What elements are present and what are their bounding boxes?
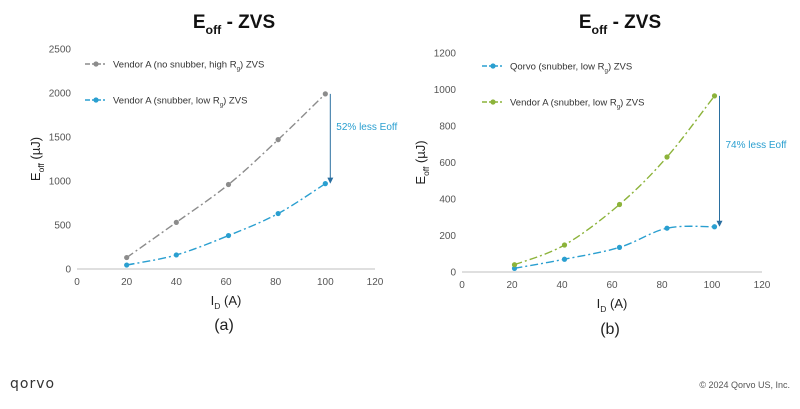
data-point xyxy=(561,242,568,248)
series-line xyxy=(514,225,715,270)
series-line xyxy=(126,93,326,259)
qorvo-logo: qorvo xyxy=(10,376,56,392)
data-point xyxy=(275,137,281,143)
data-point xyxy=(275,210,281,217)
x-tick-label: 100 xyxy=(317,277,334,288)
y-axis-label: Eoff (µJ) xyxy=(413,140,431,184)
panel-label: (b) xyxy=(600,321,620,338)
x-tick-label: 120 xyxy=(754,280,771,291)
x-tick-label: 0 xyxy=(74,277,80,288)
chart-title: Eoff - ZVS xyxy=(579,12,661,37)
x-tick-label: 80 xyxy=(656,280,668,291)
x-tick-label: 100 xyxy=(704,280,721,291)
data-point xyxy=(322,91,328,97)
chart-panel-b: Eoff - ZVS 0 200 400 600 800 1000 1200 0 20 40 60 80… xyxy=(413,12,787,338)
legend-swatch-marker xyxy=(490,63,496,69)
y-tick-label: 200 xyxy=(439,231,456,242)
x-tick-label: 0 xyxy=(459,280,465,291)
data-point xyxy=(511,262,518,268)
y-tick-label: 1000 xyxy=(49,177,72,188)
data-point xyxy=(173,219,179,225)
x-tick-label: 20 xyxy=(506,280,518,291)
data-point xyxy=(616,201,623,208)
y-tick-label: 600 xyxy=(439,158,456,169)
data-point xyxy=(322,181,328,187)
panel-label: (a) xyxy=(214,317,234,334)
data-point xyxy=(511,265,518,271)
data-point xyxy=(124,254,130,261)
legend-entry: Vendor A (no snubber, high Rg) ZVS xyxy=(113,60,264,73)
y-tick-label: 1000 xyxy=(434,85,457,96)
data-point xyxy=(664,154,670,160)
data-point xyxy=(616,244,623,250)
x-tick-label: 120 xyxy=(367,277,384,288)
y-axis-label: Eoff (µJ) xyxy=(28,137,46,181)
legend-swatch-marker xyxy=(93,97,99,103)
x-tick-label: 20 xyxy=(121,277,133,288)
annotation-label: 74% less Eoff xyxy=(726,140,787,151)
chart-title: Eoff - ZVS xyxy=(193,12,275,37)
data-point xyxy=(711,93,718,99)
x-tick-label: 60 xyxy=(606,280,618,291)
series-line xyxy=(126,183,326,266)
annotation-label: 52% less Eoff xyxy=(336,122,397,133)
data-point xyxy=(711,224,718,230)
series-line xyxy=(514,95,716,266)
x-axis-label: ID (A) xyxy=(597,296,628,314)
y-tick-label: 2500 xyxy=(49,45,72,56)
y-tick-label: 2000 xyxy=(49,89,72,100)
copyright-text: © 2024 Qorvo US, Inc. xyxy=(699,380,790,390)
x-tick-label: 80 xyxy=(270,277,282,288)
data-point xyxy=(561,256,568,262)
x-tick-label: 40 xyxy=(556,280,568,291)
legend-swatch-marker xyxy=(93,61,99,67)
y-tick-label: 1500 xyxy=(49,133,72,144)
data-point xyxy=(664,225,670,231)
x-tick-label: 40 xyxy=(171,277,183,288)
x-axis-label: ID (A) xyxy=(211,293,242,311)
y-tick-label: 1200 xyxy=(434,49,457,60)
y-tick-label: 0 xyxy=(450,268,456,279)
legend-entry: Qorvo (snubber, low Rg) ZVS xyxy=(510,62,632,75)
data-point xyxy=(173,252,179,258)
x-tick-label: 60 xyxy=(220,277,232,288)
y-tick-label: 0 xyxy=(65,265,71,276)
data-point xyxy=(225,181,232,188)
legend-entry: Vendor A (snubber, low Rg) ZVS xyxy=(113,96,247,109)
y-tick-label: 800 xyxy=(439,122,456,133)
legend-entry: Vendor A (snubber, low Rg) ZVS xyxy=(510,98,644,111)
chart-panel-a: Eoff - ZVS 0 500 1000 1500 2000 2500 0 20 40 60 80 1… xyxy=(28,12,397,334)
y-tick-label: 500 xyxy=(54,221,71,232)
legend-swatch-marker xyxy=(490,99,496,105)
y-tick-label: 400 xyxy=(439,195,456,206)
data-point xyxy=(124,262,130,268)
data-point xyxy=(225,232,232,239)
